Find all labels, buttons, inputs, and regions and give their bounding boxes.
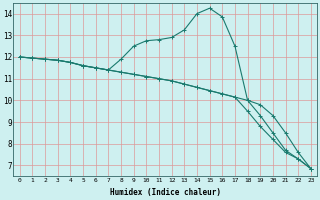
X-axis label: Humidex (Indice chaleur): Humidex (Indice chaleur) [110, 188, 221, 197]
